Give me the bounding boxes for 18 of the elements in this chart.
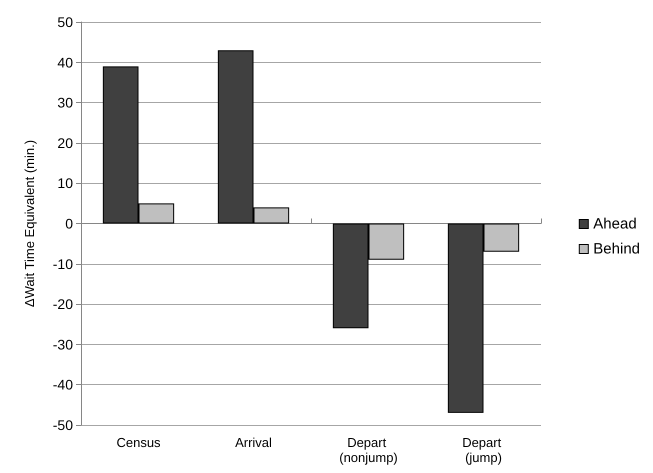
y-tick-label: 20	[57, 134, 74, 151]
y-tick-label: 10	[57, 175, 74, 192]
legend-label: Behind	[593, 240, 640, 258]
y-tick-label: -30	[52, 336, 74, 352]
y-tick-label: -10	[52, 256, 74, 272]
y-tick-label: -20	[52, 296, 74, 312]
y-tick-label: 30	[57, 94, 74, 111]
legend-label: Ahead	[593, 216, 637, 232]
y-tick-label: -40	[52, 376, 74, 393]
y-tick-label: -50	[52, 417, 74, 433]
x-tick-label: Depart (jump)	[462, 435, 505, 465]
y-axis-title: ΔWait Time Equivalent (min.)	[22, 140, 37, 308]
y-tick-label: 40	[57, 54, 74, 70]
y-tick-label: 0	[65, 216, 74, 232]
x-tick-label: Census	[116, 435, 162, 450]
x-tick-label: Depart (nonjump)	[339, 435, 398, 465]
y-tick-label: 50	[57, 14, 74, 30]
x-tick-label: Arrival	[235, 435, 272, 450]
